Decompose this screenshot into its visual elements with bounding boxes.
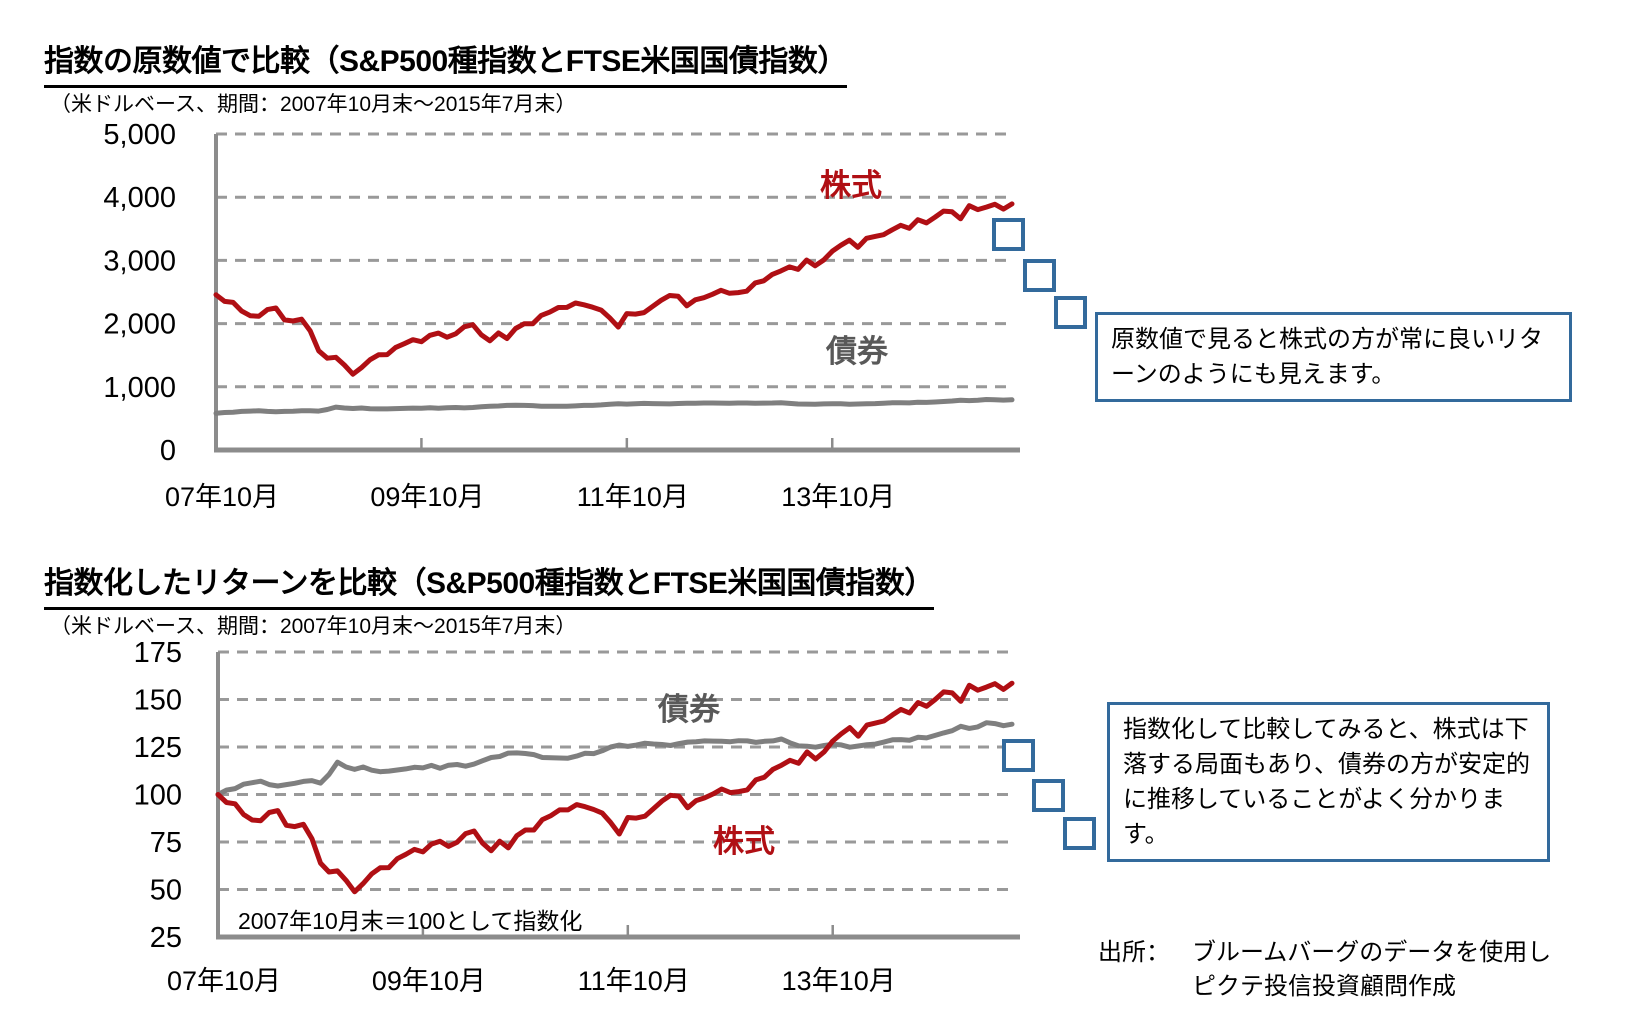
chart1-subtitle: （米ドルベース、期間：2007年10月末～2015年7月末） (50, 93, 577, 116)
y-tick-label: 75 (150, 827, 182, 859)
y-tick-label: 50 (150, 875, 182, 907)
callout-box-indexed: 指数化して比較してみると、株式は下落する局面もあり、債券の方が安定的に推移してい… (1107, 702, 1550, 862)
chart1-stocks-label: 株式 (820, 168, 882, 203)
bonds-line (213, 397, 1015, 416)
y-tick-label: 25 (150, 922, 182, 954)
x-tick-label: 07年10月 (165, 482, 279, 512)
callout-square (1063, 817, 1096, 850)
x-tick-label: 11年10月 (577, 482, 689, 512)
raw-value-chart: 0 1,000 2,000 3,000 4,000 5,000 07年10月 09年10月 11… (103, 119, 1020, 512)
callout-box-raw: 原数値で見ると株式の方が常に良いリターンのようにも見えます。 (1095, 312, 1572, 402)
source-prefix: 出所： (1098, 939, 1170, 966)
chart2-subtitle: （米ドルベース、期間：2007年10月末～2015年7月末） (50, 615, 577, 638)
x-tick-label: 13年10月 (782, 966, 896, 996)
chart1-title: 指数の原数値で比較（S&P500種指数とFTSE米国国債指数） (44, 36, 847, 88)
x-tick-label: 11年10月 (578, 966, 690, 996)
y-tick-label: 0 (160, 435, 176, 467)
x-tick-label: 07年10月 (167, 966, 281, 996)
x-tick-label: 13年10月 (781, 482, 895, 512)
bonds-line (215, 720, 1015, 797)
x-tick-label: 09年10月 (370, 482, 484, 512)
callout-square (1032, 779, 1065, 812)
callout-square (1023, 259, 1056, 292)
y-tick-label: 4,000 (103, 182, 176, 214)
chart2-stocks-label: 株式 (713, 824, 775, 859)
y-tick-label: 175 (134, 637, 182, 669)
indexed-return-chart: 25 50 75 100 125 150 175 07年10月 09年10月 11年10月 13年1… (134, 637, 1020, 996)
source-note: 出所： ブルームバーグのデータを使用し ピクテ投信投資顧問作成 (1098, 936, 1551, 1004)
y-tick-label: 150 (134, 685, 182, 717)
x-tick-label: 09年10月 (372, 966, 486, 996)
callout-square (992, 218, 1025, 251)
y-tick-label: 125 (134, 732, 182, 764)
stocks-line (215, 680, 1015, 895)
chart2-title: 指数化したリターンを比較（S&P500種指数とFTSE米国国債指数） (44, 558, 934, 610)
chart1-bonds-label: 債券 (826, 334, 888, 369)
y-tick-label: 1,000 (103, 372, 176, 404)
callout-square (1054, 296, 1087, 329)
source-line2: ピクテ投信投資顧問作成 (1192, 973, 1456, 1000)
callout-square (1002, 739, 1035, 772)
y-tick-label: 5,000 (103, 119, 176, 151)
index-base-note: 2007年10月末＝100として指数化 (238, 908, 583, 934)
source-line1: ブルームバーグのデータを使用し (1192, 939, 1552, 966)
y-tick-label: 2,000 (103, 309, 176, 341)
y-tick-label: 3,000 (103, 245, 176, 277)
stocks-line (213, 201, 1015, 377)
chart2-bonds-label: 債券 (658, 692, 720, 727)
y-tick-label: 100 (134, 780, 182, 812)
